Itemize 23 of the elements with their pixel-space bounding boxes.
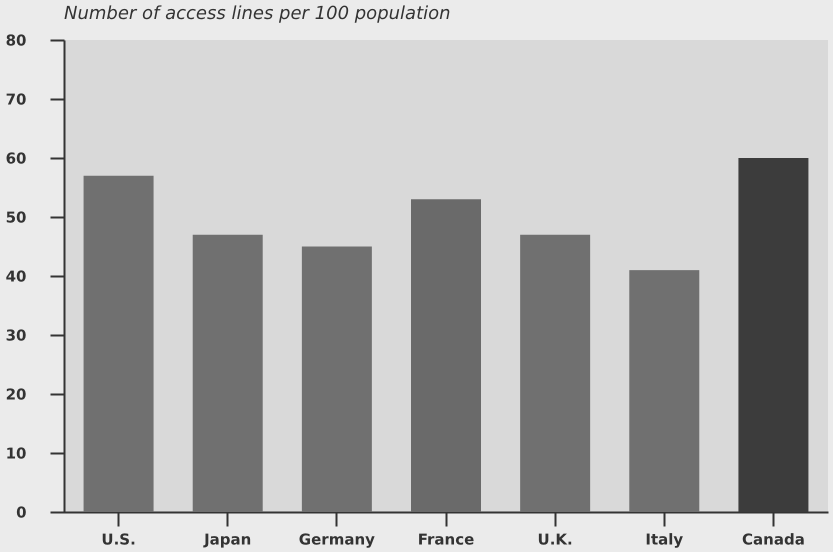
y-tick-label: 40 xyxy=(6,268,26,286)
y-tick-label: 20 xyxy=(6,386,26,404)
bar xyxy=(84,176,154,512)
x-tick-label: France xyxy=(418,530,474,548)
x-tick-label: Japan xyxy=(203,530,252,548)
y-tick-label: 80 xyxy=(6,32,26,50)
y-tick-label: 50 xyxy=(6,208,26,226)
x-tick-label: U.K. xyxy=(538,530,573,548)
bar xyxy=(302,246,372,512)
y-tick-label: 0 xyxy=(16,504,26,522)
y-tick-label: 60 xyxy=(6,150,26,168)
y-tick-label: 10 xyxy=(6,444,26,462)
x-tick-label: Italy xyxy=(645,530,684,548)
x-tick-label: U.S. xyxy=(101,530,136,548)
bar xyxy=(192,234,263,512)
bar xyxy=(629,270,700,512)
bar xyxy=(520,234,590,512)
chart-title: Number of access lines per 100 population xyxy=(64,3,451,24)
y-tick-label: 30 xyxy=(6,326,26,344)
x-tick-label: Germany xyxy=(298,530,376,548)
bar xyxy=(411,199,481,512)
x-tick-label: Canada xyxy=(742,530,805,548)
y-tick-label: 70 xyxy=(6,90,26,108)
